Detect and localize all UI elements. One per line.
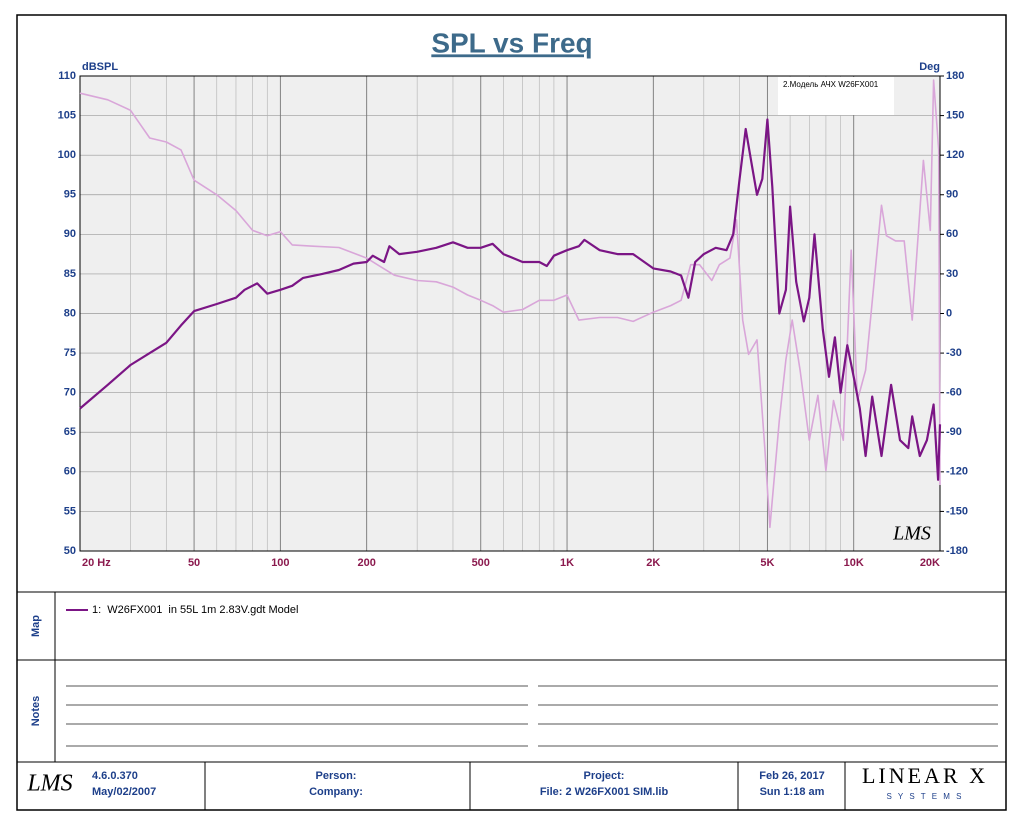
legend-label: 1: W26FX001 in 55L 1m 2.83V.gdt Model [92,604,298,616]
y2-tick-label: 60 [946,228,958,240]
series-line [79,79,941,529]
chart-title: SPL vs Freq [431,27,592,58]
footer-logo: LMS [26,771,72,797]
y2-tick-label: 0 [946,307,952,319]
y2-tick-label: -150 [946,505,968,517]
version-date: May/02/2007 [92,786,156,798]
y2-tick-label: -30 [946,347,962,359]
y-tick-label: 100 [58,149,76,161]
y-tick-label: 60 [64,466,76,478]
note-lines [66,685,998,747]
brand: LINEAR X [862,763,988,788]
plot-logo: LMS [892,523,931,545]
x-tick-label: 2K [646,557,660,569]
x-tick-label: 20 Hz [82,557,111,569]
series-line [79,118,942,481]
x-tick-label: 1K [560,557,574,569]
y-tick-label: 80 [64,307,76,319]
x-tick-label: 50 [188,557,200,569]
company: Company: [309,786,363,798]
version: 4.6.0.370 [92,770,138,782]
y2-tick-label: -60 [946,387,962,399]
x-tick-label: 100 [271,557,289,569]
person: Person: [316,770,357,782]
y-tick-label: 85 [64,268,76,280]
y-tick-label: 75 [64,347,76,359]
x-tick-label: 500 [472,557,490,569]
y2-tick-label: 150 [946,109,964,121]
file: File: 2 W26FX001 SIM.lib [540,786,669,798]
annotation-box [778,77,894,115]
time: Sun 1:18 am [760,786,825,798]
y-tick-label: 65 [64,426,76,438]
x-tick-label: 5K [760,557,774,569]
y-tick-label: 110 [58,70,76,82]
notes-label: Notes [30,696,42,727]
map-label: Map [30,615,42,637]
x-tick-label: 10K [844,557,864,569]
y-axis-label: dBSPL [82,61,118,73]
footer-dividers [204,762,846,810]
y2-tick-label: 90 [946,189,958,201]
project: Project: [584,770,625,782]
y-tick-label: 55 [64,505,76,517]
y2-tick-label: -180 [946,545,968,557]
x-tick-label: 200 [357,557,375,569]
y-tick-label: 105 [58,109,76,121]
y-tick-label: 70 [64,387,76,399]
y2-tick-label: -90 [946,426,962,438]
y2-tick-label: -120 [946,466,968,478]
y-tick-label: 95 [64,189,76,201]
brand-sub: S Y S T E M S [887,792,964,801]
x-tick-label: 20K [920,557,940,569]
y-tick-label: 90 [64,228,76,240]
y2-tick-label: 30 [946,268,958,280]
y2-tick-label: 180 [946,70,964,82]
date: Feb 26, 2017 [759,770,824,782]
y2-tick-label: 120 [946,149,964,161]
y2-axis-label: Deg [919,61,940,73]
annotation: 2.Модель АЧХ W26FX001 [783,80,879,89]
y-tick-label: 50 [64,545,76,557]
